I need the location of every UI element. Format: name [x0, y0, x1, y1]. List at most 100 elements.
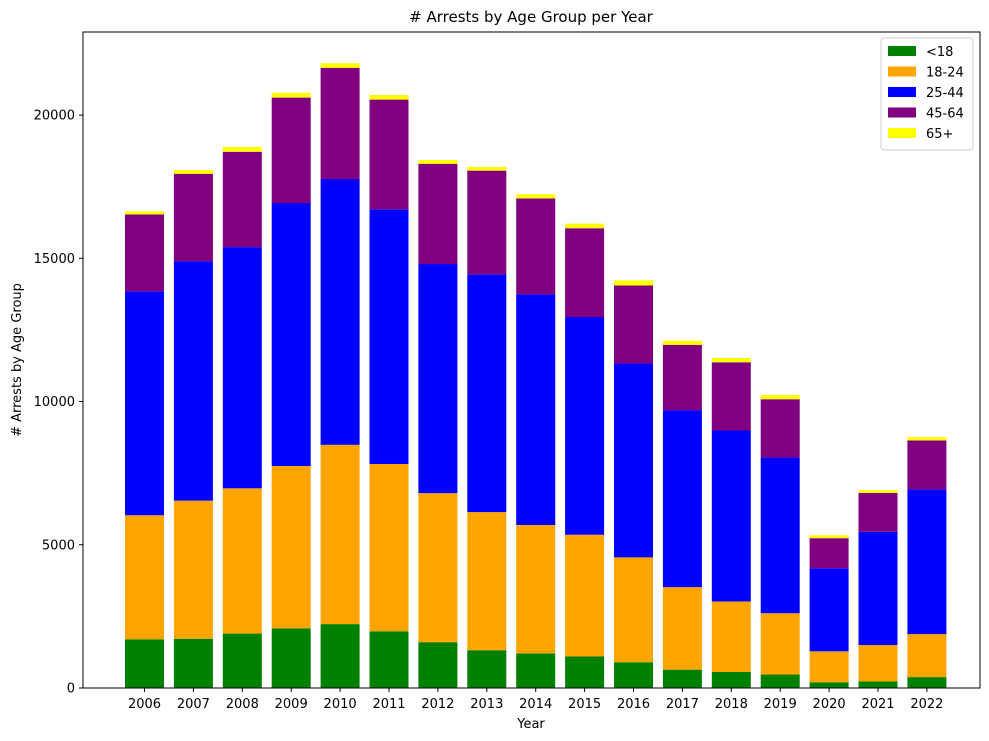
x-tick-label: 2006	[128, 697, 161, 712]
legend: <18 18-24 25-44 45-64 65+	[880, 37, 974, 151]
bar-2015-series-4	[565, 223, 605, 229]
bar-2014-series-2	[516, 294, 556, 525]
bar-2013-series-0	[467, 650, 507, 688]
bar-2019-series-2	[760, 457, 800, 614]
bar-2012-series-3	[418, 163, 458, 265]
bar-2021-series-0	[858, 681, 898, 688]
legend-swatch	[888, 46, 916, 56]
bar-2020-series-3	[809, 538, 849, 569]
bar-2010-series-2	[320, 178, 360, 445]
x-axis-ticks: 2006 2007 2008 2009 2010 2011 2012 2013 2014 2015…	[128, 688, 943, 712]
bars-layer	[125, 63, 947, 688]
bar-2014-series-0	[516, 653, 556, 688]
bar-2008-series-3	[222, 151, 262, 248]
y-tick-label: 15000	[34, 252, 75, 267]
bar-2019-series-0	[760, 674, 800, 688]
bar-2021-series-2	[858, 531, 898, 646]
bar-2010-series-0	[320, 624, 360, 688]
bar-2020-series-0	[809, 682, 849, 688]
bar-2007-series-0	[173, 638, 213, 688]
x-tick-label: 2017	[666, 697, 699, 712]
bar-2007-series-3	[173, 173, 213, 262]
legend-label: 18-24	[926, 66, 964, 81]
bar-2006-series-2	[125, 291, 164, 516]
bar-2012-series-2	[418, 264, 458, 494]
y-tick-label: 10000	[34, 395, 75, 410]
x-tick-label: 2011	[372, 697, 405, 712]
bar-2015-series-2	[565, 317, 605, 535]
x-tick-label: 2020	[813, 697, 846, 712]
bar-2008-series-2	[222, 247, 262, 489]
bar-2011-series-2	[369, 209, 409, 464]
bar-2017-series-1	[662, 587, 702, 670]
x-tick-label: 2015	[568, 697, 601, 712]
bar-2006-series-1	[125, 515, 164, 640]
bar-2010-series-1	[320, 444, 360, 625]
bar-2022-series-0	[907, 677, 947, 688]
legend-label: 25-44	[926, 86, 964, 101]
bar-2016-series-1	[614, 557, 653, 663]
bar-2006-series-4	[125, 211, 164, 215]
legend-swatch	[888, 107, 916, 118]
bar-2013-series-3	[467, 170, 507, 275]
bar-2014-series-4	[516, 194, 556, 199]
bar-2010-series-3	[320, 67, 360, 179]
bar-2021-series-3	[858, 492, 898, 532]
x-tick-label: 2009	[275, 697, 308, 712]
bar-2016-series-4	[614, 280, 653, 286]
bar-2020-series-1	[809, 651, 849, 683]
bar-2020-series-4	[809, 535, 849, 539]
y-tick-label: 5000	[42, 538, 75, 553]
legend-label: <18	[926, 45, 953, 60]
bar-2008-series-4	[222, 146, 262, 152]
y-tick-label: 20000	[34, 109, 75, 124]
bar-2013-series-4	[467, 166, 507, 171]
x-tick-label: 2021	[861, 697, 894, 712]
legend-label: 65+	[926, 127, 953, 142]
bar-2015-series-3	[565, 228, 605, 318]
x-tick-label: 2016	[617, 697, 650, 712]
legend-swatch	[888, 128, 916, 138]
x-tick-label: 2014	[519, 697, 552, 712]
bar-2018-series-1	[711, 601, 751, 672]
legend-box	[880, 37, 974, 151]
bar-2022-series-3	[907, 440, 947, 490]
bar-2007-series-1	[173, 500, 213, 639]
bar-2012-series-0	[418, 642, 458, 688]
legend-label: 45-64	[926, 107, 964, 122]
bar-2012-series-4	[418, 160, 458, 164]
legend-swatch	[888, 87, 916, 97]
bar-2007-series-4	[173, 170, 213, 174]
bar-2011-series-0	[369, 631, 409, 688]
bar-2021-series-1	[858, 645, 898, 682]
bar-2022-series-1	[907, 634, 947, 678]
bar-2013-series-1	[467, 512, 507, 651]
bar-2018-series-0	[711, 671, 751, 688]
bar-2022-series-2	[907, 489, 947, 635]
bar-2008-series-1	[222, 488, 262, 634]
legend-swatch	[888, 66, 916, 77]
bar-2017-series-2	[662, 410, 702, 588]
bar-2008-series-0	[222, 633, 262, 688]
bar-2009-series-4	[271, 92, 311, 98]
bar-2015-series-0	[565, 656, 605, 688]
bar-2019-series-1	[760, 613, 800, 675]
bar-2006-series-3	[125, 214, 164, 292]
x-axis-label: Year	[516, 717, 545, 732]
bar-2010-series-4	[320, 63, 360, 68]
bar-2019-series-4	[760, 394, 800, 400]
bar-2014-series-1	[516, 525, 556, 654]
bar-2016-series-0	[614, 662, 653, 688]
y-tick-label: 0	[67, 682, 75, 697]
bar-2018-series-3	[711, 362, 751, 431]
bar-2007-series-2	[173, 261, 213, 501]
bar-2016-series-3	[614, 285, 653, 364]
x-tick-label: 2022	[910, 697, 943, 712]
y-axis-ticks: 0 5000 10000 15000 20000	[34, 109, 83, 697]
bar-2021-series-4	[858, 490, 898, 493]
bar-2017-series-4	[662, 340, 702, 345]
bar-2018-series-2	[711, 430, 751, 602]
chart-title: # Arrests by Age Group per Year	[409, 8, 654, 26]
bar-2016-series-2	[614, 363, 653, 558]
bar-2009-series-3	[271, 97, 311, 204]
